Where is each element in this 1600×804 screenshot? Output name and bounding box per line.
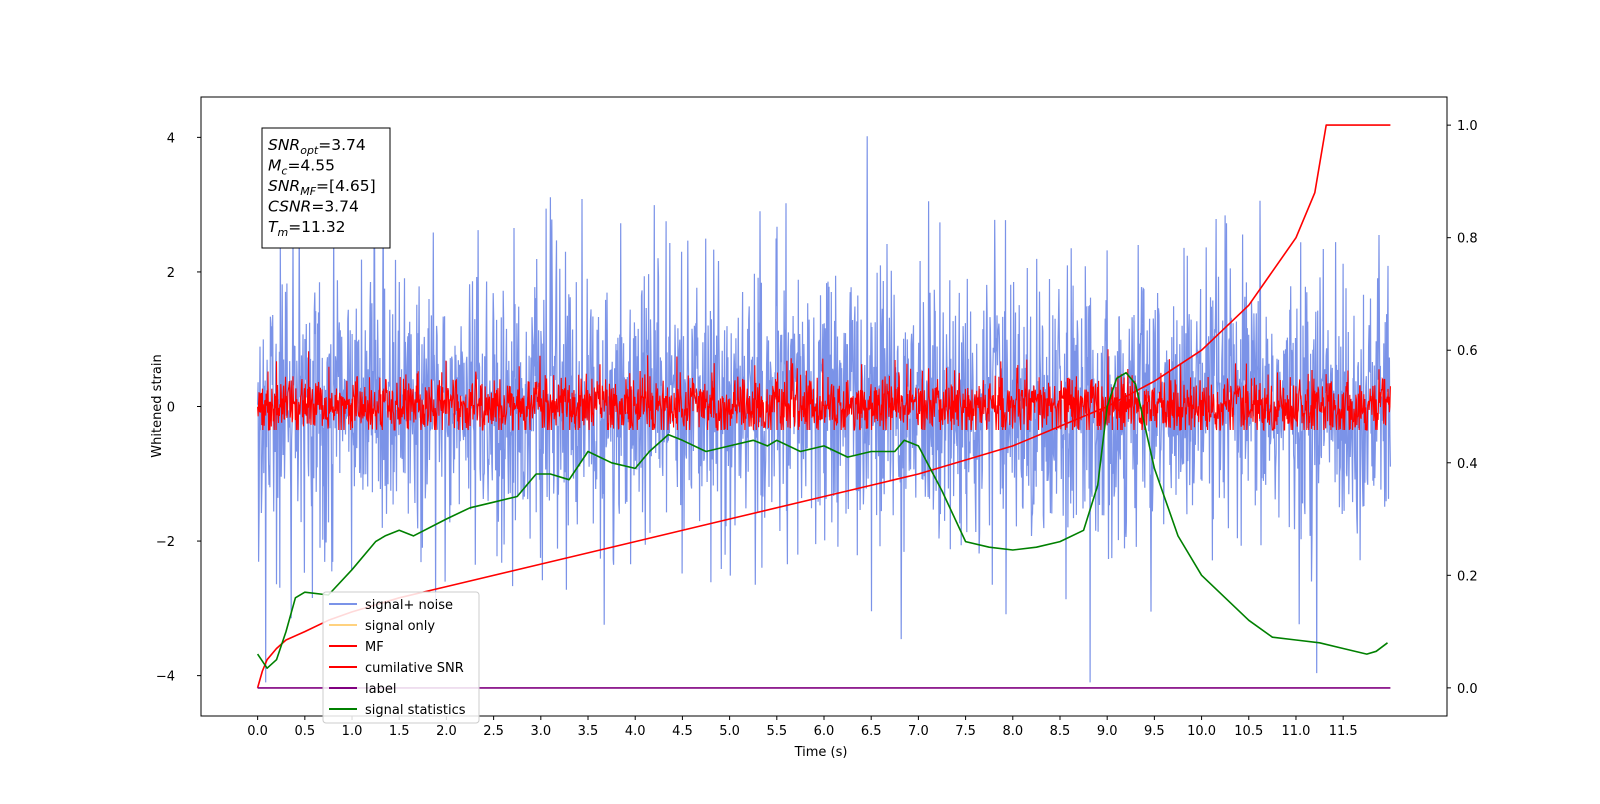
- series-signal-statistics-line: [256, 371, 1388, 669]
- y-axis-label: Whitened strain: [150, 354, 165, 457]
- info-box-subscript: c: [281, 165, 287, 178]
- x-tick-label: 6.0: [814, 724, 835, 739]
- legend-label: MF: [365, 640, 384, 655]
- info-box-value: =3.74: [318, 136, 366, 154]
- legend-label: label: [365, 682, 396, 697]
- legend-frame: [322, 591, 480, 724]
- x-tick-label: 1.0: [342, 724, 363, 739]
- info-box-value: =11.32: [288, 218, 345, 236]
- info-box-subscript: opt: [300, 144, 319, 157]
- info-box: SNRopt=3.74Mc=4.55SNRMF=[4.65]CSNR=3.74T…: [261, 127, 391, 249]
- series-cumilative-snr-line: [256, 124, 1391, 689]
- x-tick-label: 2.5: [483, 724, 504, 739]
- x-tick-label: 9.5: [1144, 724, 1165, 739]
- y2-tick-label: 0.4: [1457, 457, 1478, 472]
- legend: signal+ noise signal only MF cumilative SNR…: [322, 591, 480, 724]
- x-tick-label: 11.0: [1281, 724, 1310, 739]
- y-tick-label: −2: [156, 535, 175, 550]
- info-box-line: CSNR=3.74: [268, 198, 359, 216]
- info-box-value: =[4.65]: [316, 177, 376, 195]
- info-box-symbol: M: [268, 157, 281, 175]
- legend-label: signal+ noise: [365, 598, 453, 613]
- info-box-symbol: SNR: [268, 136, 300, 154]
- info-box-line: Mc=4.55: [268, 157, 335, 178]
- legend-label: cumilative SNR: [365, 661, 464, 676]
- y-axis-right: 0.0 0.2 0.4 0.6 0.8 1.0: [1447, 119, 1478, 697]
- info-box-line: SNRMF=[4.65]: [268, 177, 376, 198]
- y2-tick-label: 1.0: [1457, 119, 1478, 134]
- info-box-symbol: SNR: [268, 177, 300, 195]
- y-axis-left: −4 −2 0 2 4: [156, 131, 201, 685]
- info-box-symbol: CSNR: [268, 198, 311, 216]
- x-tick-label: 10.0: [1187, 724, 1216, 739]
- x-tick-label: 4.0: [625, 724, 646, 739]
- legend-label: signal only: [365, 619, 435, 634]
- x-axis: 0.0 0.5 1.0 1.5 2.0 2.5 3.0 3.5 4.0 4.5 5.0 5.5 6.0 6…: [247, 716, 1358, 739]
- y2-tick-label: 0.6: [1457, 344, 1478, 359]
- x-tick-label: 5.5: [766, 724, 787, 739]
- x-tick-label: 0.0: [247, 724, 268, 739]
- x-tick-label: 11.5: [1329, 724, 1358, 739]
- y2-tick-label: 0.2: [1457, 569, 1478, 584]
- info-box-frame: [261, 127, 391, 249]
- y-tick-label: 0: [167, 401, 175, 416]
- x-tick-label: 3.0: [530, 724, 551, 739]
- x-tick-label: 7.5: [955, 724, 976, 739]
- x-tick-label: 6.5: [861, 724, 882, 739]
- x-tick-label: 8.0: [1002, 724, 1023, 739]
- x-tick-label: 3.5: [578, 724, 599, 739]
- x-tick-label: 0.5: [294, 724, 315, 739]
- x-tick-label: 8.5: [1050, 724, 1071, 739]
- y2-tick-label: 0.0: [1457, 682, 1478, 697]
- x-tick-label: 1.5: [389, 724, 410, 739]
- info-box-subscript: MF: [300, 185, 316, 198]
- legend-label: signal statistics: [365, 703, 466, 718]
- series-mf-line: [257, 349, 1391, 432]
- x-tick-label: 10.5: [1234, 724, 1263, 739]
- x-tick-label: 7.0: [908, 724, 929, 739]
- y-tick-label: 2: [167, 266, 175, 281]
- x-tick-label: 9.0: [1097, 724, 1118, 739]
- info-box-value: =3.74: [311, 198, 359, 216]
- y-tick-label: 4: [167, 131, 175, 146]
- y-tick-label: −4: [156, 670, 175, 685]
- x-tick-label: 2.0: [436, 724, 457, 739]
- info-box-symbol: T: [268, 218, 279, 236]
- info-box-line: Tm=11.32: [268, 218, 346, 239]
- x-axis-label: Time (s): [794, 745, 848, 760]
- info-box-value: =4.55: [287, 157, 335, 175]
- info-box-subscript: m: [277, 226, 288, 239]
- x-tick-label: 4.5: [672, 724, 693, 739]
- x-tick-label: 5.0: [719, 724, 740, 739]
- info-box-line: SNRopt=3.74: [268, 136, 366, 157]
- y2-tick-label: 0.8: [1457, 232, 1478, 247]
